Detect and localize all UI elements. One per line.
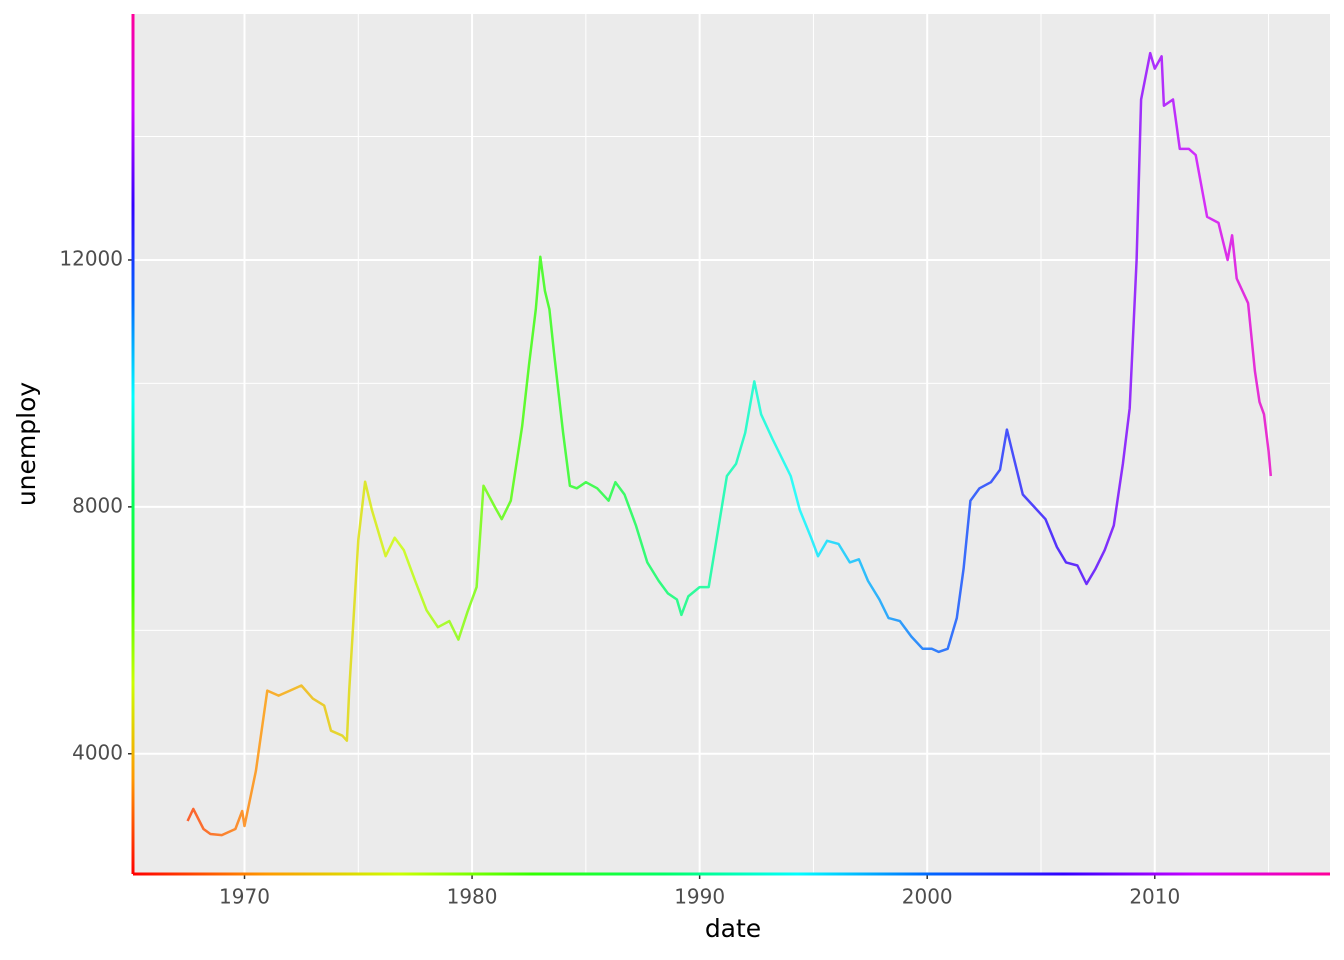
x-tick-label: 1970 — [219, 885, 270, 909]
x-tick-label: 2010 — [1129, 885, 1180, 909]
x-tick-label: 1990 — [674, 885, 725, 909]
data-line — [186, 51, 1273, 837]
x-axis-title: date — [705, 914, 761, 943]
x-tick-label: 2000 — [902, 885, 953, 909]
y-tick-label: 12000 — [59, 246, 123, 270]
y-tick-label: 4000 — [72, 740, 123, 764]
panel — [133, 14, 1330, 874]
grid: 4000 8000 12000 1970 1980 1990 2000 2010 — [59, 14, 1330, 909]
y-axis-title: unemploy — [12, 382, 41, 507]
plot — [131, 14, 1330, 876]
y-tick-label: 8000 — [72, 493, 123, 517]
x-tick-label: 1980 — [447, 885, 498, 909]
